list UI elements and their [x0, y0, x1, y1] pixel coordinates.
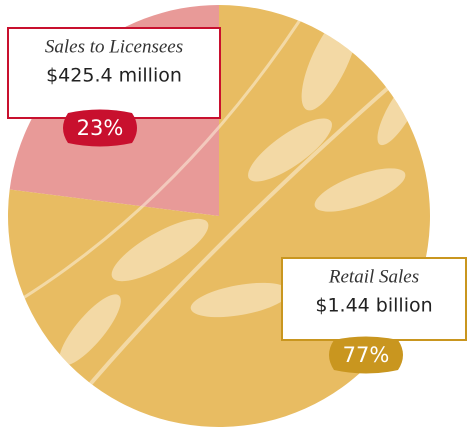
- category-label: Retail Sales: [328, 266, 419, 287]
- chart: Sales to Licensees $425.4 million 23% Retai…: [0, 0, 471, 428]
- page: {"chart_data": {"type": "pie", "categori…: [0, 0, 471, 428]
- category-label: Sales to Licensees: [45, 36, 183, 57]
- amount-label: $1.44 billion: [315, 295, 432, 317]
- amount-label: $425.4 million: [46, 65, 182, 87]
- value-label: 77%: [343, 343, 390, 367]
- value-label: 23%: [77, 116, 124, 140]
